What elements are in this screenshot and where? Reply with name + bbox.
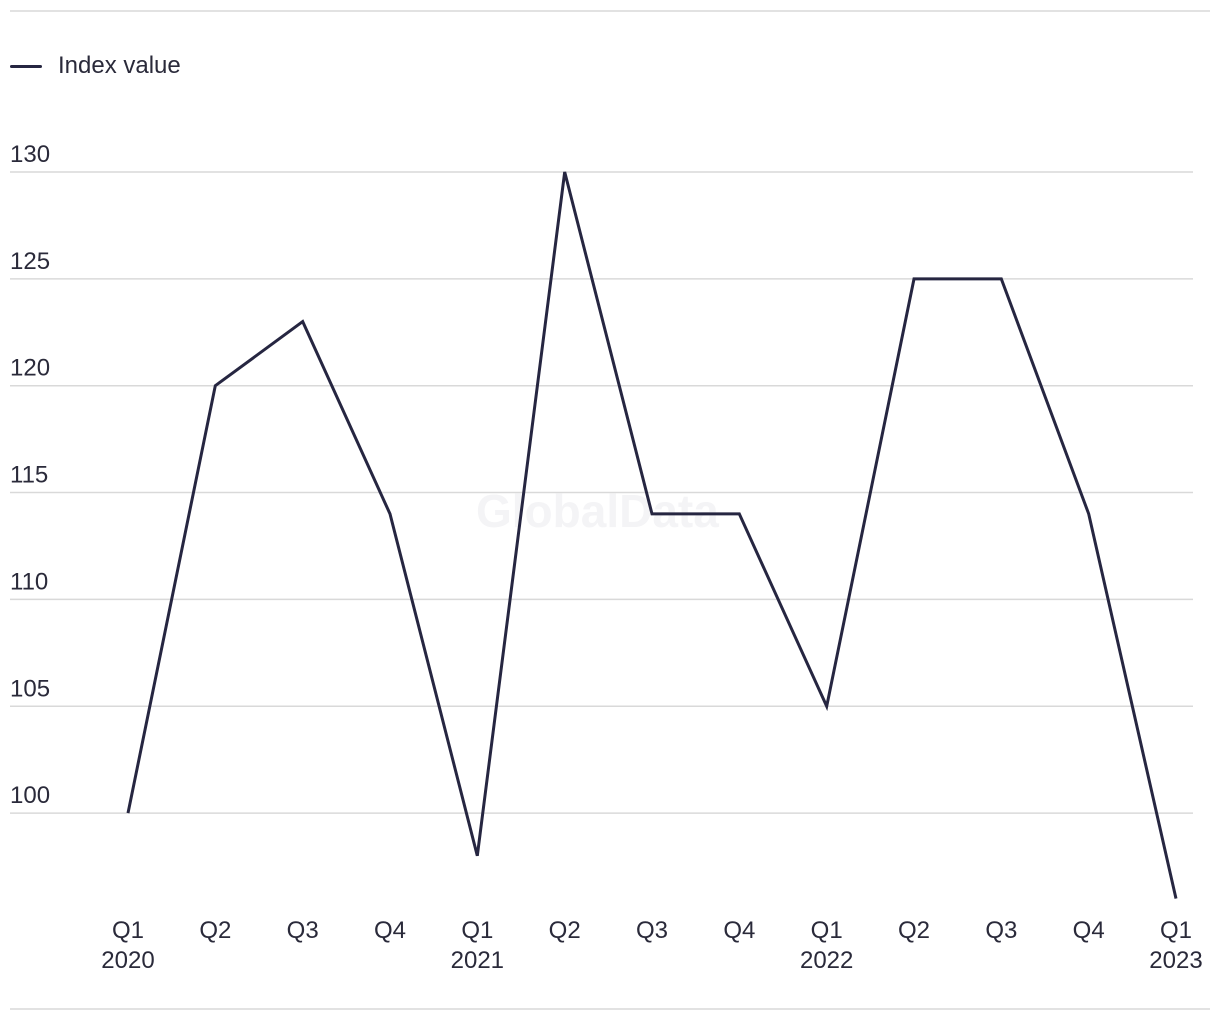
data-point xyxy=(824,703,830,709)
data-point xyxy=(212,383,218,389)
data-point xyxy=(1086,511,1092,517)
x-tick-label: Q2 xyxy=(898,917,930,944)
chart-legend: Index value xyxy=(10,52,181,80)
x-tick-label: Q2 xyxy=(549,917,581,944)
x-year-label: 2022 xyxy=(800,947,853,974)
y-tick-label: 110 xyxy=(10,568,48,595)
y-tick-label: 125 xyxy=(10,248,50,275)
data-point xyxy=(474,853,480,859)
x-year-label: 2023 xyxy=(1149,947,1202,974)
series-line-index-value xyxy=(126,171,1178,899)
data-point xyxy=(125,810,131,816)
data-point xyxy=(300,319,306,325)
x-tick-label: Q2 xyxy=(199,917,231,944)
x-tick-label: Q3 xyxy=(636,917,668,944)
data-point xyxy=(911,276,917,282)
data-point xyxy=(736,511,742,517)
data-point xyxy=(562,169,568,175)
x-year-label: 2021 xyxy=(451,947,504,974)
x-tick-label: Q1 xyxy=(811,917,843,944)
bottom-divider xyxy=(10,1008,1210,1010)
x-tick-label: Q1 xyxy=(461,917,493,944)
x-tick-label: Q4 xyxy=(1073,917,1105,944)
x-tick-label: Q4 xyxy=(374,917,406,944)
y-tick-label: 115 xyxy=(10,462,48,489)
x-tick-label: Q1 xyxy=(1160,917,1192,944)
y-tick-label: 100 xyxy=(10,782,50,809)
series-layer xyxy=(125,169,1179,902)
legend-line-swatch xyxy=(10,64,42,68)
y-axis-ticks: 100 105 110 115 120 125 130 xyxy=(10,141,50,809)
legend-label: Index value xyxy=(58,52,181,79)
x-year-label: 2020 xyxy=(101,947,154,974)
data-point xyxy=(649,511,655,517)
data-point xyxy=(998,276,1004,282)
data-point xyxy=(1173,896,1179,902)
x-tick-label: Q3 xyxy=(985,917,1017,944)
x-tick-label: Q4 xyxy=(723,917,755,944)
x-axis-ticks: Q1 2020 Q2 Q3 Q4 Q1 2021 Q2 Q3 Q4 Q1 2022 Q2 Q3 Q4 Q1 20… xyxy=(101,917,1202,974)
top-divider xyxy=(10,10,1210,12)
data-point xyxy=(387,511,393,517)
x-tick-label: Q1 xyxy=(112,917,144,944)
y-tick-label: 105 xyxy=(10,675,50,702)
y-tick-label: 130 xyxy=(10,141,50,168)
x-tick-label: Q3 xyxy=(287,917,319,944)
gridlines xyxy=(10,171,1193,814)
y-tick-label: 120 xyxy=(10,355,50,382)
